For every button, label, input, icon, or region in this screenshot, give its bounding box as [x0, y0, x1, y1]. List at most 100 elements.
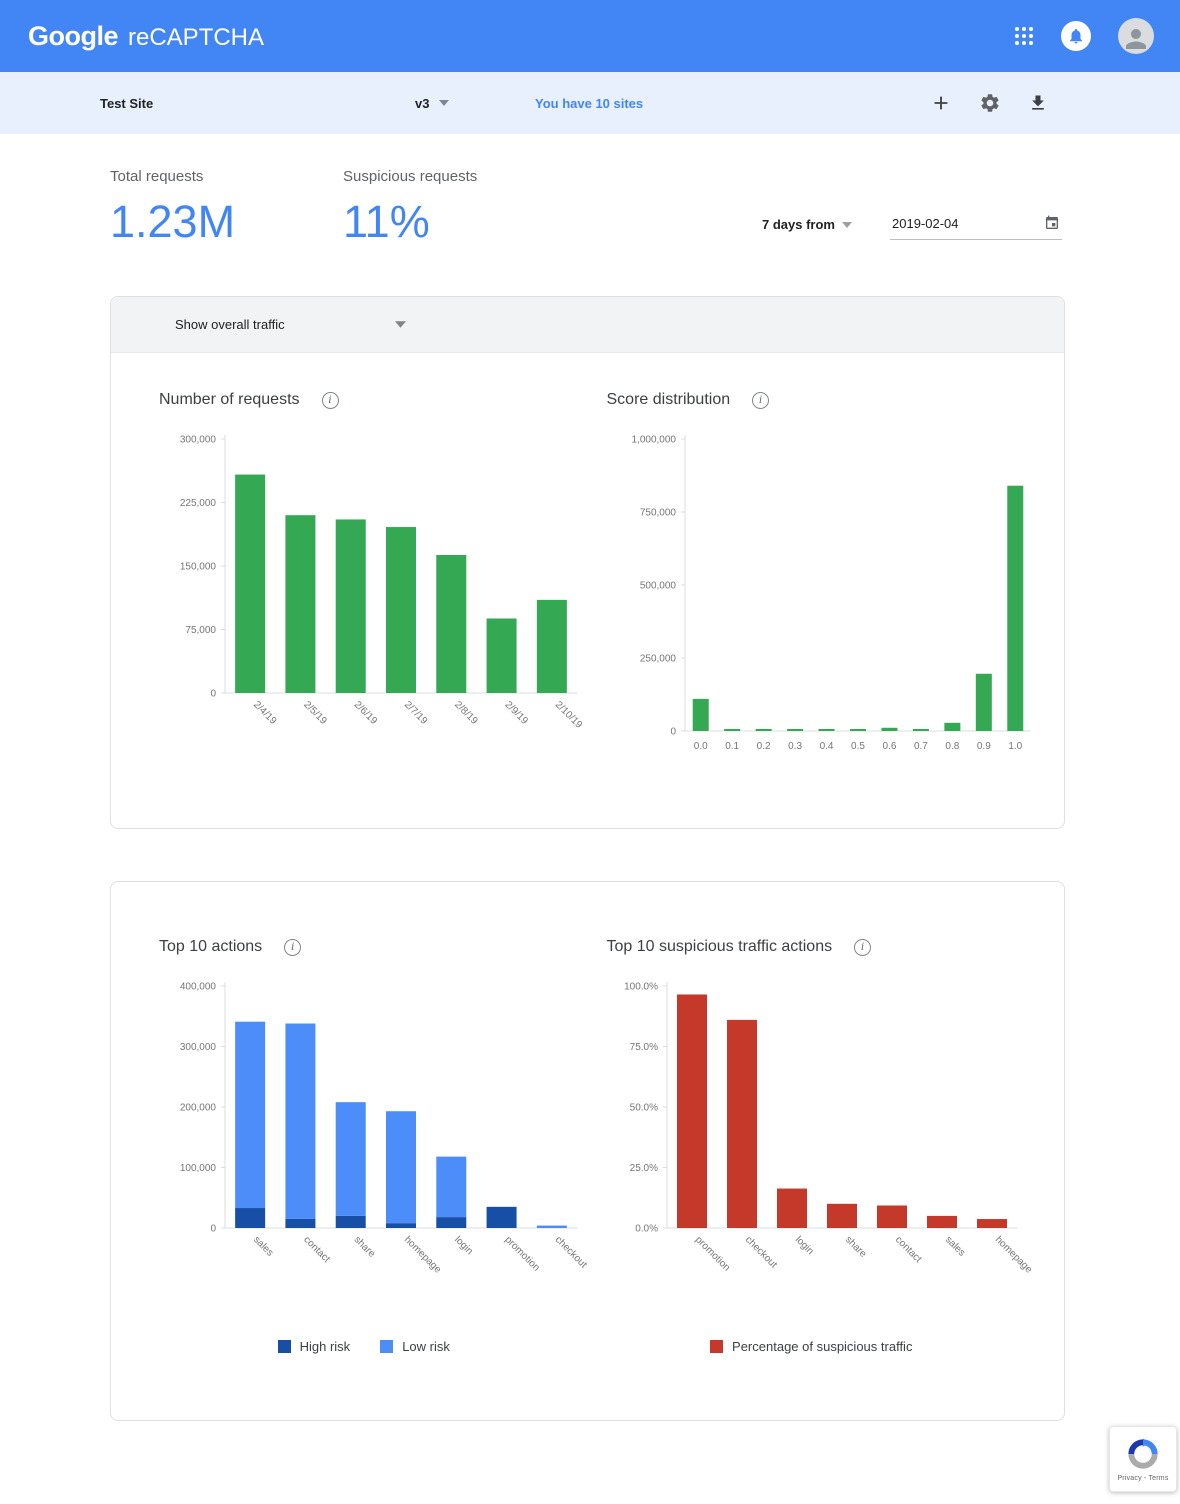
svg-text:promotion: promotion	[692, 1234, 731, 1273]
chart-title: Number of requests	[159, 391, 300, 408]
svg-text:checkout: checkout	[742, 1234, 778, 1270]
chevron-down-icon	[439, 100, 450, 106]
chart-title-row: Score distribution	[607, 391, 1051, 409]
svg-text:2/5/19: 2/5/19	[301, 699, 329, 727]
svg-text:homepage: homepage	[992, 1234, 1034, 1276]
suspicious-actions-panel: Top 10 suspicious traffic actions 0.0% 25…	[603, 916, 1051, 1354]
svg-text:25.0%: 25.0%	[629, 1163, 657, 1174]
svg-text:0.0: 0.0	[693, 741, 707, 752]
svg-text:75,000: 75,000	[185, 625, 216, 636]
svg-text:0: 0	[670, 727, 676, 738]
traffic-filter-bar: Show overall traffic	[111, 297, 1064, 353]
google-logo: Google	[28, 20, 119, 51]
low-risk-label: Low risk	[402, 1339, 450, 1354]
suspicious-label: Percentage of suspicious traffic	[732, 1339, 913, 1354]
info-icon[interactable]	[752, 391, 770, 409]
svg-text:checkout: checkout	[553, 1234, 589, 1270]
site-name: Test Site	[100, 95, 154, 111]
info-icon[interactable]	[284, 938, 302, 956]
stats-section: Total requests 1.23M Suspicious requests…	[110, 168, 1062, 244]
svg-text:750,000: 750,000	[639, 508, 676, 519]
svg-text:0.6: 0.6	[882, 741, 896, 752]
svg-text:2/4/19: 2/4/19	[251, 699, 279, 727]
settings-button[interactable]	[979, 92, 1001, 114]
svg-text:100,000: 100,000	[180, 1163, 217, 1174]
legend-item-high-risk: High risk	[277, 1339, 351, 1354]
product-name: reCAPTCHA	[128, 23, 265, 51]
header-actions	[1014, 18, 1154, 54]
chart-title: Score distribution	[606, 391, 731, 408]
svg-text:1.0: 1.0	[1008, 741, 1022, 752]
svg-text:0.1: 0.1	[725, 741, 739, 752]
svg-text:2/8/19: 2/8/19	[452, 699, 480, 727]
date-input[interactable]: 2019-02-04	[890, 215, 1062, 240]
svg-text:0.5: 0.5	[851, 741, 865, 752]
calendar-icon[interactable]	[1044, 215, 1060, 231]
info-icon[interactable]	[854, 938, 872, 956]
svg-text:0: 0	[210, 689, 216, 700]
svg-text:login: login	[792, 1234, 815, 1257]
svg-text:share: share	[352, 1234, 378, 1260]
svg-text:share: share	[842, 1234, 868, 1260]
svg-text:0.8: 0.8	[945, 741, 959, 752]
actions-charts-row: Top 10 actions 0 100,000 200,000 300,000 400…	[111, 882, 1064, 1420]
sites-count-link[interactable]: You have 10 sites	[535, 95, 644, 111]
apps-grid-icon[interactable]	[1014, 26, 1034, 46]
score-distribution-chart: 0 250,000 500,000 750,000 1,000,000 0.0 0.1 0.2…	[631, 435, 1031, 752]
svg-text:homepage: homepage	[402, 1234, 444, 1276]
overall-charts-row: Number of requests 0 75,000 150,000 225,000…	[111, 353, 1064, 828]
total-requests-stat: Total requests 1.23M	[110, 168, 343, 244]
notifications-bell-icon[interactable]	[1060, 20, 1092, 52]
overall-traffic-card: Show overall traffic Number of requests …	[110, 296, 1065, 829]
svg-text:150,000: 150,000	[180, 562, 217, 573]
version-dropdown[interactable]: v3	[415, 96, 535, 111]
svg-text:300,000: 300,000	[180, 1042, 217, 1053]
app-logo: Google reCAPTCHA	[28, 21, 264, 52]
svg-text:0: 0	[210, 1224, 216, 1235]
svg-text:400,000: 400,000	[180, 982, 217, 993]
period-dropdown[interactable]: 7 days from	[762, 217, 852, 240]
svg-text:0.4: 0.4	[819, 741, 833, 752]
add-site-button[interactable]	[930, 92, 952, 114]
info-icon[interactable]	[321, 391, 339, 409]
download-icon	[1032, 95, 1044, 110]
version-label: v3	[415, 95, 430, 111]
privacy-terms-link[interactable]: Privacy - Terms	[1117, 1474, 1169, 1482]
top-actions-legend: High risk Low risk	[155, 1339, 573, 1354]
svg-text:login: login	[452, 1234, 475, 1257]
avatar[interactable]	[1118, 18, 1154, 54]
app-header: Google reCAPTCHA	[0, 0, 1180, 72]
number-of-requests-chart: 0 75,000 150,000 225,000 300,000 2/4/19 2/5/19…	[180, 435, 585, 732]
svg-text:0.3: 0.3	[788, 741, 802, 752]
chart-title-row: Top 10 actions	[159, 938, 603, 956]
download-button[interactable]	[1028, 93, 1048, 113]
svg-text:0.9: 0.9	[976, 741, 990, 752]
svg-text:200,000: 200,000	[180, 1103, 217, 1114]
traffic-filter-dropdown[interactable]: Show overall traffic	[175, 317, 406, 332]
svg-text:50.0%: 50.0%	[629, 1103, 657, 1114]
svg-text:0.2: 0.2	[756, 741, 770, 752]
svg-text:2/9/19: 2/9/19	[502, 699, 530, 727]
person-icon	[1126, 29, 1146, 49]
suspicious-actions-chart: 0.0% 25.0% 50.0% 75.0% 100.0% promotion checko…	[624, 982, 1034, 1276]
gear-icon	[981, 94, 999, 112]
suspicious-requests-label: Suspicious requests	[343, 168, 478, 185]
high-risk-label: High risk	[299, 1339, 351, 1354]
date-value: 2019-02-04	[892, 215, 959, 231]
svg-text:contact: contact	[892, 1234, 923, 1265]
suspicious-actions-legend: Percentage of suspicious traffic	[603, 1339, 1021, 1354]
svg-text:contact: contact	[301, 1234, 332, 1265]
low-risk-swatch	[380, 1340, 394, 1353]
suspicious-requests-stat: Suspicious requests 11%	[343, 168, 576, 244]
top-actions-chart: 0 100,000 200,000 300,000 400,000 sales contac…	[180, 982, 589, 1276]
chart-title: Top 10 actions	[159, 938, 263, 955]
actions-card: Top 10 actions 0 100,000 200,000 300,000 400…	[110, 881, 1065, 1421]
svg-text:sales: sales	[251, 1234, 275, 1258]
apps-grid-glyph	[1015, 27, 1033, 45]
recaptcha-badge[interactable]: Privacy - Terms	[1109, 1426, 1177, 1492]
chevron-down-icon	[394, 321, 406, 328]
high-risk-swatch	[277, 1340, 291, 1353]
period-label: 7 days from	[762, 217, 835, 232]
total-requests-label: Total requests	[110, 168, 204, 185]
